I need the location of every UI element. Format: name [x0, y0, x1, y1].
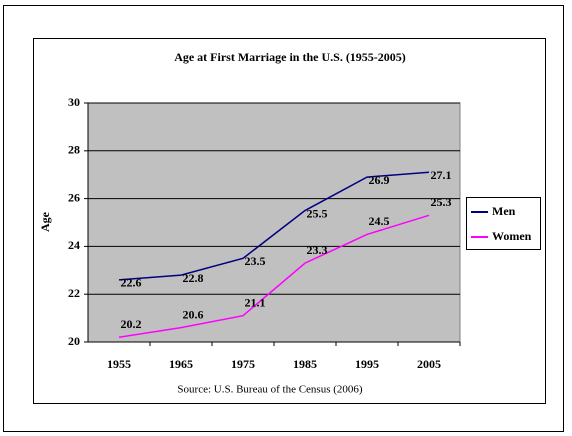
- series-line: [118, 171, 430, 281]
- data-label: 22.6: [121, 276, 142, 290]
- data-label: 23.3: [307, 243, 328, 257]
- data-label: 23.5: [245, 254, 266, 268]
- data-label: 25.3: [431, 195, 452, 209]
- series-line: [118, 214, 430, 338]
- x-tick-label: 1985: [293, 357, 317, 371]
- x-tick-label: 2005: [417, 357, 441, 371]
- legend-label: Women: [492, 229, 532, 243]
- y-tick-label: 30: [68, 95, 80, 109]
- legend-label: Men: [492, 204, 516, 218]
- x-tick-label: 1975: [231, 357, 255, 371]
- data-label: 21.1: [245, 295, 266, 309]
- x-tick-label: 1995: [355, 357, 379, 371]
- y-tick-label: 20: [68, 334, 80, 348]
- y-tick-label: 22: [68, 286, 80, 300]
- y-tick-label: 26: [68, 190, 80, 204]
- data-label: 27.1: [431, 168, 452, 182]
- data-label: 20.2: [121, 317, 142, 331]
- data-label: 22.8: [183, 271, 204, 285]
- data-label: 25.5: [307, 206, 328, 220]
- chart-title: Age at First Marriage in the U.S. (1955-…: [174, 50, 406, 64]
- legend-box: [466, 197, 541, 250]
- y-tick-label: 28: [68, 143, 80, 157]
- x-tick-label: 1965: [169, 357, 193, 371]
- data-label: 20.6: [183, 307, 204, 321]
- source-note: Source: U.S. Bureau of the Census (2006): [177, 384, 362, 396]
- y-axis-label: Age: [38, 211, 52, 232]
- y-tick-label: 24: [68, 238, 80, 252]
- x-tick-label: 1955: [107, 357, 131, 371]
- data-label: 24.5: [369, 214, 390, 228]
- data-label: 26.9: [369, 173, 390, 187]
